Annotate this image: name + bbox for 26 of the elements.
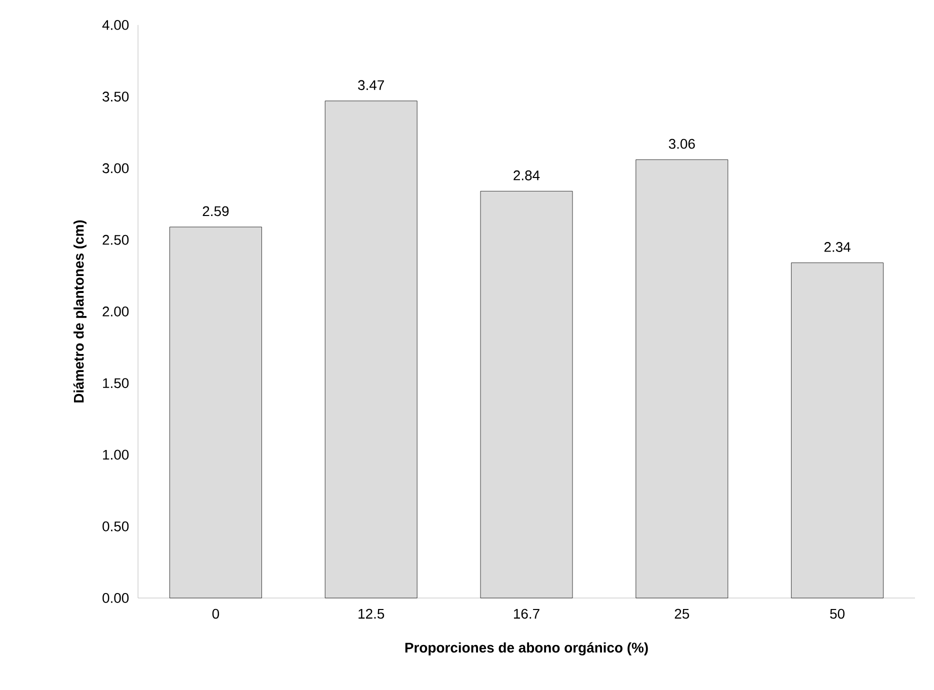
- data-label: 3.06: [668, 138, 695, 149]
- x-tick-label: 25: [674, 608, 690, 619]
- y-axis-title: Diámetro de plantones (cm): [73, 220, 87, 402]
- bar: [636, 159, 728, 598]
- x-axis-title: Proporciones de abono orgánico (%): [405, 642, 648, 656]
- x-tick-label: 12.5: [358, 608, 384, 619]
- x-tick-label: 16.7: [514, 608, 540, 619]
- y-tick-label: 1.50: [103, 378, 129, 388]
- x-tick-label: 0: [212, 608, 220, 619]
- y-tick-label: 1.00: [103, 450, 129, 460]
- bar: [791, 262, 884, 598]
- y-tick-label: 3.50: [102, 92, 129, 102]
- y-tick-label: 3.00: [102, 163, 129, 174]
- data-label: 3.47: [358, 80, 384, 90]
- bar: [170, 226, 262, 598]
- bar: [324, 100, 418, 598]
- bar: [480, 190, 573, 598]
- data-label: 2.59: [202, 206, 229, 216]
- data-label: 2.84: [514, 170, 540, 180]
- data-label: 2.34: [824, 242, 850, 252]
- x-tick-label: 50: [830, 608, 845, 619]
- y-tick-label: 2.00: [102, 306, 129, 316]
- y-tick-label: 0.50: [102, 521, 129, 532]
- y-tick-label: 0.00: [102, 593, 129, 603]
- y-tick-label: 2.50: [102, 234, 129, 245]
- y-tick-label: 4.00: [102, 20, 129, 30]
